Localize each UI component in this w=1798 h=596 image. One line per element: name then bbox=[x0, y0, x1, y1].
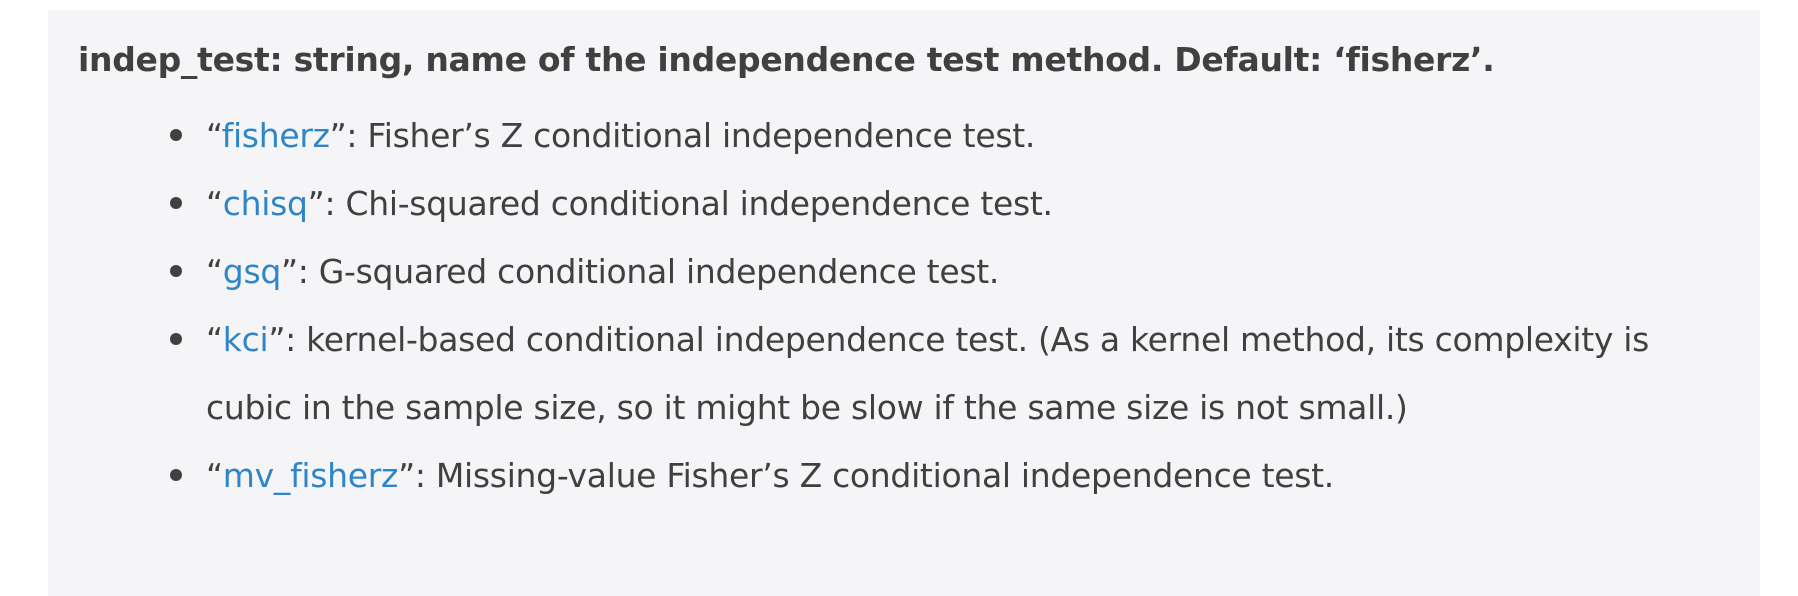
option-item-kci: “kci”: kernel-based conditional independ… bbox=[170, 306, 1688, 442]
option-link-chisq[interactable]: chisq bbox=[222, 184, 308, 223]
option-description: : Fisher’s Z conditional independence te… bbox=[346, 116, 1036, 155]
bullet-icon bbox=[170, 469, 182, 481]
open-quote: “ bbox=[206, 456, 223, 495]
close-quote: ” bbox=[329, 116, 347, 155]
option-description: : Missing-value Fisher’s Z conditional i… bbox=[414, 456, 1334, 495]
option-link-mv-fisherz[interactable]: mv_fisherz bbox=[222, 456, 399, 495]
option-description: : kernel-based conditional independence … bbox=[206, 320, 1650, 427]
close-quote: ” bbox=[307, 184, 325, 223]
option-description: : Chi-squared conditional independence t… bbox=[324, 184, 1053, 223]
bullet-icon bbox=[170, 333, 182, 345]
parameter-doc-panel: indep_test: string, name of the independ… bbox=[48, 10, 1760, 596]
close-quote: ” bbox=[280, 252, 298, 291]
option-link-kci[interactable]: kci bbox=[222, 320, 269, 359]
option-item-gsq: “gsq”: G-squared conditional independenc… bbox=[170, 238, 1688, 306]
option-item-chisq: “chisq”: Chi-squared conditional indepen… bbox=[170, 170, 1688, 238]
bullet-icon bbox=[170, 265, 182, 277]
option-item-mv-fisherz: “mv_fisherz”: Missing-value Fisher’s Z c… bbox=[170, 442, 1688, 510]
open-quote: “ bbox=[206, 116, 222, 155]
open-quote: “ bbox=[206, 320, 223, 359]
open-quote: “ bbox=[206, 184, 223, 223]
bullet-icon bbox=[170, 129, 182, 141]
close-quote: ” bbox=[398, 456, 415, 495]
bullet-icon bbox=[170, 197, 182, 209]
option-link-gsq[interactable]: gsq bbox=[222, 252, 281, 291]
option-description: : G-squared conditional independence tes… bbox=[297, 252, 1000, 291]
parameter-heading: indep_test: string, name of the independ… bbox=[78, 40, 1495, 79]
open-quote: “ bbox=[206, 252, 223, 291]
option-link-fisherz[interactable]: fisherz bbox=[221, 116, 330, 155]
close-quote: ” bbox=[268, 320, 286, 359]
option-item-fisherz: “fisherz”: Fisher’s Z conditional indepe… bbox=[170, 102, 1688, 170]
option-list: “fisherz”: Fisher’s Z conditional indepe… bbox=[48, 102, 1688, 510]
